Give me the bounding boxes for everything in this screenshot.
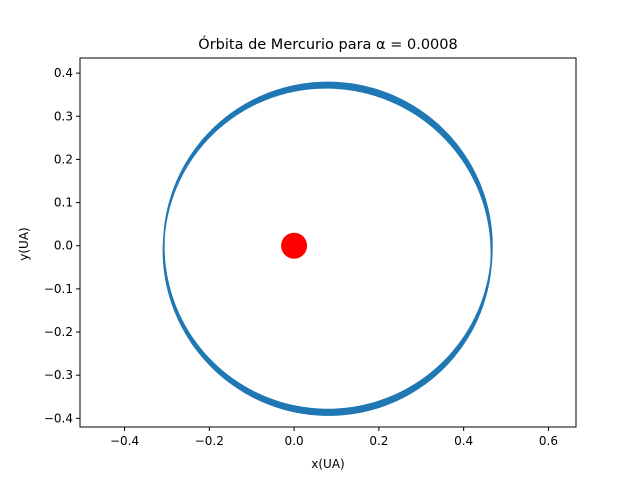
y-tick-label: −0.1 [44, 282, 73, 296]
x-tick-label: 0.2 [369, 434, 388, 448]
y-tick-label: 0.4 [54, 66, 73, 80]
y-tick-label: 0.2 [54, 152, 73, 166]
y-tick-label: −0.3 [44, 368, 73, 382]
orbit-path [162, 81, 493, 416]
y-tick-label: 0.0 [54, 239, 73, 253]
chart-title: Órbita de Mercurio para α = 0.0008 [198, 35, 457, 53]
x-tick-label: 0.6 [539, 434, 558, 448]
sun-marker [281, 232, 308, 259]
y-tick-label: 0.3 [54, 109, 73, 123]
y-axis-label: y(UA) [17, 227, 31, 260]
x-axis-ticks: −0.4 −0.2 0.0 0.2 0.4 0.6 [110, 427, 558, 448]
x-tick-label: −0.2 [195, 434, 224, 448]
y-tick-label: −0.2 [44, 325, 73, 339]
orbit-series [162, 81, 493, 416]
x-axis-label: x(UA) [311, 457, 344, 471]
y-axis-ticks: −0.4 −0.3 −0.2 −0.1 0.0 0.1 0.2 0.3 0.4 [44, 66, 80, 425]
axes-frame [79, 57, 577, 428]
plot-area [162, 81, 493, 416]
y-tick-label: −0.4 [44, 411, 73, 425]
x-tick-label: 0.0 [285, 434, 304, 448]
x-tick-label: 0.4 [454, 434, 473, 448]
y-tick-label: 0.1 [54, 196, 73, 210]
x-tick-label: −0.4 [110, 434, 139, 448]
